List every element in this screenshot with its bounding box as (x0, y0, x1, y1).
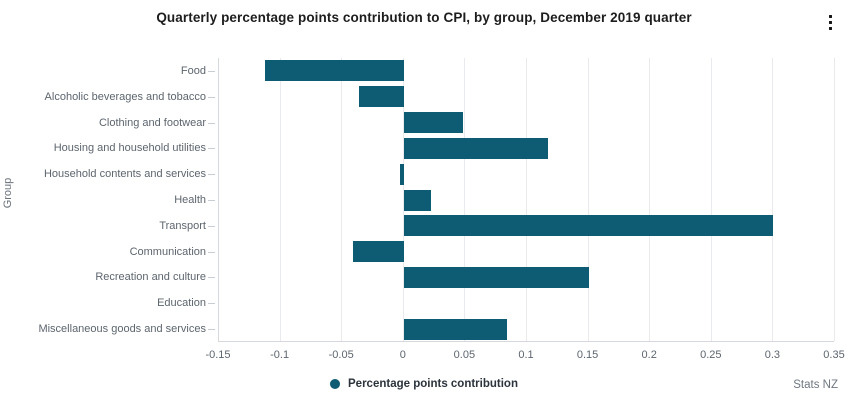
gridline (587, 58, 589, 341)
chart-title: Quarterly percentage points contribution… (156, 10, 692, 25)
category-tick (208, 148, 215, 150)
bar-communication[interactable] (353, 241, 404, 263)
legend[interactable]: Percentage points contribution (0, 378, 848, 390)
gridline (526, 58, 527, 341)
source-attribution: Stats NZ (793, 379, 838, 391)
category-tick (208, 303, 215, 305)
x-tick-label: 0.25 (700, 349, 722, 361)
plot-area (218, 58, 835, 342)
x-tick-label: 0.15 (576, 349, 599, 361)
bar-food[interactable] (264, 60, 404, 82)
legend-swatch (330, 379, 341, 389)
kebab-menu-icon (828, 14, 832, 18)
bar-alcoholic-beverages-and-tobacco[interactable] (359, 86, 404, 108)
chart-menu-button[interactable] (818, 8, 842, 36)
category-label-housing-and-household-utilities: Housing and household utilities (53, 142, 206, 155)
bar-household-contents-and-services[interactable] (400, 163, 404, 185)
x-tick-label: 0 (399, 349, 406, 361)
gridline (649, 58, 651, 341)
gridline (402, 58, 404, 341)
x-tick-label: 0.3 (764, 349, 781, 361)
bar-transport[interactable] (403, 215, 774, 237)
category-tick (208, 277, 215, 279)
bar-miscellaneous-goods-and-services[interactable] (403, 318, 508, 340)
kebab-menu-icon (828, 20, 832, 24)
category-tick (208, 122, 215, 124)
x-tick-label: -0.05 (328, 349, 354, 361)
category-label-household-contents-and-services: Household contents and services (43, 168, 206, 181)
category-tick (208, 200, 215, 201)
bar-housing-and-household-utilities[interactable] (403, 137, 548, 159)
category-tick (208, 174, 215, 176)
category-label-food: Food (180, 64, 206, 77)
category-tick (208, 251, 215, 253)
gridline (710, 58, 712, 341)
x-tick-label: 0.2 (641, 349, 657, 361)
bar-clothing-and-footwear[interactable] (403, 112, 463, 134)
gridline (834, 58, 835, 341)
category-tick (208, 225, 215, 227)
x-tick-label: -0.1 (270, 349, 290, 361)
bar-recreation-and-culture[interactable] (403, 266, 589, 288)
gridline (279, 58, 281, 341)
category-label-alcoholic-beverages-and-tobacco: Alcoholic beverages and tobacco (44, 90, 206, 103)
category-label-transport: Transport (159, 219, 206, 232)
category-tick (208, 70, 215, 72)
gridline (341, 58, 343, 341)
legend-label: Percentage points contribution (348, 378, 518, 390)
x-tick-label: 0.05 (453, 349, 476, 361)
category-label-recreation-and-culture: Recreation and culture (95, 271, 206, 284)
x-tick-label: 0.1 (518, 349, 534, 361)
category-tick (208, 329, 215, 331)
gridline (772, 58, 774, 341)
x-tick-label: -0.15 (205, 349, 231, 361)
category-label-health: Health (174, 193, 206, 206)
category-label-education: Education (157, 297, 206, 310)
x-tick-label: 0.35 (823, 349, 845, 361)
bar-health[interactable] (403, 189, 431, 211)
category-label-clothing-and-footwear: Clothing and footwear (98, 116, 206, 129)
category-tick (208, 96, 215, 98)
category-label-communication: Communication (129, 245, 206, 258)
kebab-menu-icon (828, 26, 832, 30)
gridline (464, 58, 466, 341)
category-label-miscellaneous-goods-and-services: Miscellaneous goods and services (38, 323, 206, 336)
